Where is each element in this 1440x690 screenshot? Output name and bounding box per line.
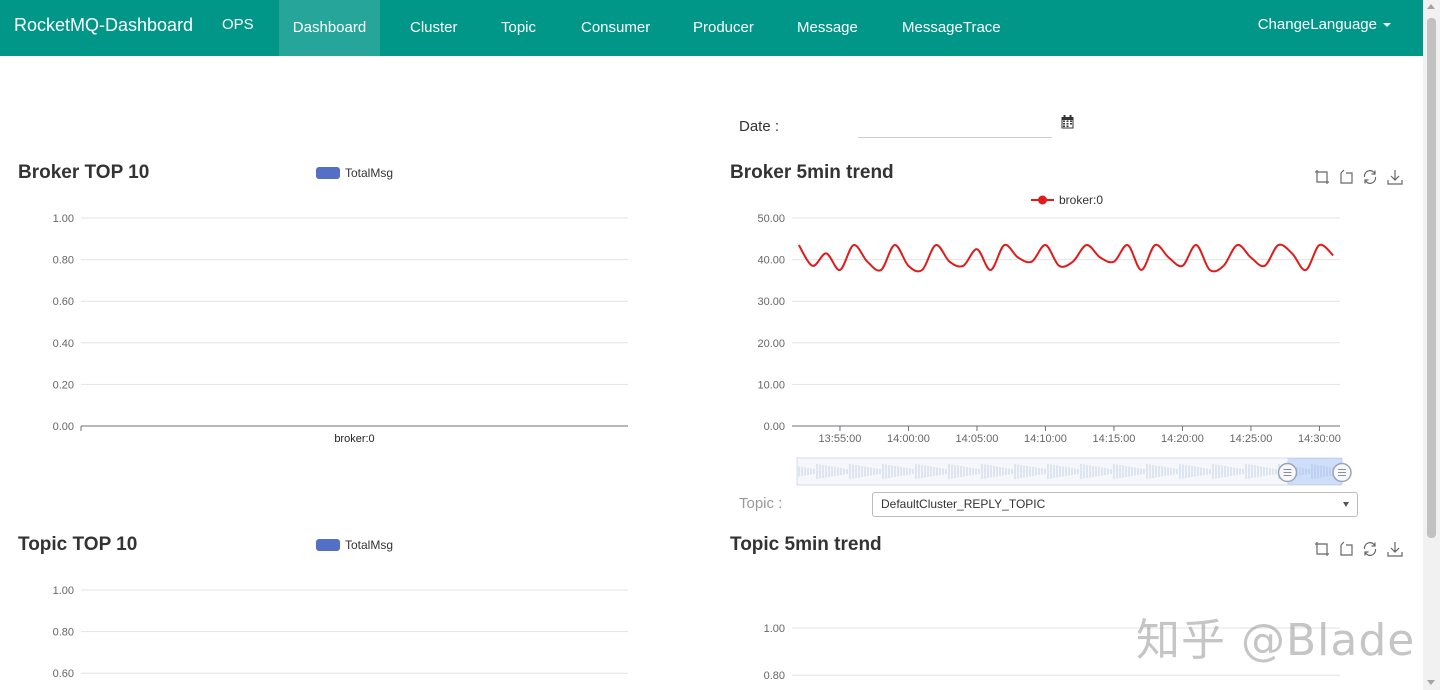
topic-top10-legend-swatch: [316, 539, 340, 551]
download-icon[interactable]: [1387, 169, 1403, 185]
broker-trend-ytick-label: 50.00: [757, 213, 785, 225]
broker-trend-xtick-label: 14:30:00: [1298, 433, 1341, 445]
broker-trend-xtick-label: 14:00:00: [887, 433, 930, 445]
broker-top10-ytick-label: 0.00: [53, 421, 74, 433]
broker-top10-ytick-label: 0.60: [53, 296, 74, 308]
broker-trend-xtick-label: 14:25:00: [1230, 433, 1273, 445]
watermark-text: 知乎 @Blade: [1136, 615, 1416, 666]
topic-top10-ytick-label: 0.80: [53, 627, 74, 639]
broker-trend-ytick-label: 20.00: [757, 338, 785, 350]
nav-topic[interactable]: Topic: [501, 19, 537, 36]
nav-messagetrace[interactable]: MessageTrace: [902, 19, 1001, 36]
topic-select-label: Topic :: [739, 495, 783, 512]
broker-trend-legend-marker: [1038, 195, 1047, 205]
zoom-reset-icon[interactable]: [1338, 169, 1354, 185]
topic-top10-ytick-label: 1.00: [53, 585, 74, 597]
broker-top10-ytick-label: 0.20: [53, 379, 74, 391]
datazoom-handle-grip-icon: [1338, 469, 1346, 476]
scroll-thumb[interactable]: [1427, 18, 1436, 538]
broker-top10-legend-label: TotalMsg: [345, 166, 393, 180]
change-language-dropdown[interactable]: ChangeLanguage: [1258, 0, 1391, 50]
nav-message[interactable]: Message: [797, 19, 858, 36]
restore-icon[interactable]: [1362, 169, 1378, 185]
nav-producer[interactable]: Producer: [693, 19, 754, 36]
nav-dashboard[interactable]: Dashboard: [279, 0, 380, 56]
zoom-icon[interactable]: [1314, 169, 1330, 185]
nav-ops[interactable]: OPS: [222, 16, 254, 33]
brand-logo[interactable]: RocketMQ-Dashboard: [14, 15, 194, 35]
broker-trend-ytick-label: 0.00: [764, 421, 785, 433]
restore-icon[interactable]: [1362, 541, 1378, 557]
topic-top10-ytick-label: 0.60: [53, 668, 74, 680]
broker-top10-ytick-label: 0.40: [53, 338, 74, 350]
chevron-down-icon: [1383, 23, 1391, 28]
topic-top10-legend-label: TotalMsg: [345, 538, 393, 552]
scroll-down-icon[interactable]: [1427, 680, 1435, 685]
caret-down-icon: [1343, 502, 1349, 507]
datazoom-handle-grip-icon: [1283, 469, 1292, 476]
broker-trend-title: Broker 5min trend: [730, 162, 894, 183]
topic-trend-ytick-label: 1.00: [764, 623, 785, 635]
calendar-icon[interactable]: [1061, 115, 1074, 129]
broker-trend-xtick-label: 14:05:00: [956, 433, 999, 445]
broker-trend-series-line: [797, 243, 1334, 273]
broker-trend-xtick-label: 13:55:00: [819, 433, 862, 445]
change-language-label: ChangeLanguage: [1257, 16, 1377, 33]
zoom-reset-icon[interactable]: [1338, 541, 1354, 557]
topic-select[interactable]: DefaultCluster_REPLY_TOPIC: [872, 492, 1358, 517]
nav-cluster[interactable]: Cluster: [410, 19, 458, 36]
download-icon[interactable]: [1387, 541, 1403, 557]
broker-trend-xtick-label: 14:15:00: [1093, 433, 1136, 445]
navbar: RocketMQ-Dashboard OPS Dashboard Cluster…: [0, 0, 1423, 56]
broker-top10-ytick-label: 0.80: [53, 255, 74, 267]
broker-trend-ytick-label: 40.00: [757, 255, 785, 267]
scroll-up-icon[interactable]: [1427, 4, 1435, 9]
date-input[interactable]: [858, 113, 1052, 138]
broker-trend-ytick-label: 30.00: [757, 296, 785, 308]
page-scrollbar[interactable]: [1423, 0, 1440, 690]
broker-trend-xtick-label: 14:10:00: [1024, 433, 1067, 445]
broker-top10-title: Broker TOP 10: [18, 162, 150, 183]
topic-select-value: DefaultCluster_REPLY_TOPIC: [881, 497, 1046, 511]
broker-trend-legend-label: broker:0: [1059, 193, 1103, 207]
zoom-icon[interactable]: [1314, 541, 1330, 557]
date-label: Date :: [739, 118, 780, 135]
broker-top10-legend-swatch: [316, 167, 340, 179]
nav-consumer[interactable]: Consumer: [581, 19, 651, 36]
broker-trend-ytick-label: 10.00: [757, 379, 785, 391]
topic-top10-title: Topic TOP 10: [18, 534, 138, 555]
topic-trend-title: Topic 5min trend: [730, 534, 882, 555]
broker-top10-ytick-label: 1.00: [53, 213, 74, 225]
broker-trend-xtick-label: 14:20:00: [1161, 433, 1204, 445]
broker-top10-xtick-label: broker:0: [334, 433, 374, 445]
topic-trend-ytick-label: 0.80: [764, 670, 785, 682]
